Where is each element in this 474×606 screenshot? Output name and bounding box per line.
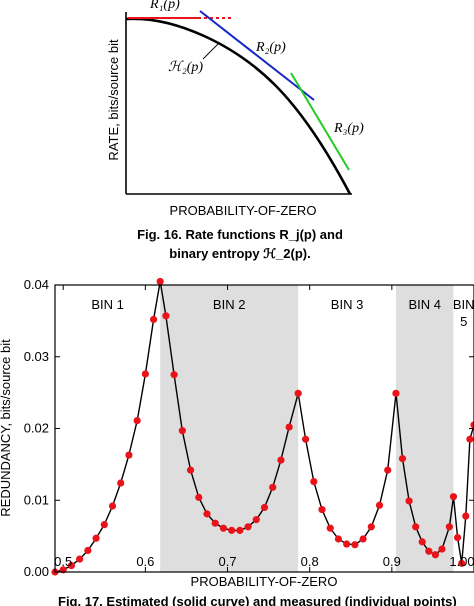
- measured-point: [384, 466, 392, 474]
- measured-point: [178, 427, 186, 435]
- fig16-ylabel: RATE, bits/source bit: [106, 39, 121, 161]
- measured-point: [343, 540, 351, 548]
- x-tick-label: 0.5: [54, 554, 72, 569]
- measured-point: [375, 501, 384, 509]
- y-tick-label: 0.01: [24, 492, 49, 507]
- measured-point: [84, 546, 92, 555]
- measured-point: [186, 466, 195, 474]
- measured-point: [228, 526, 236, 534]
- measured-point: [76, 555, 84, 563]
- fig16-h2-pointer: [202, 43, 219, 60]
- measured-point: [398, 455, 407, 463]
- measured-point: [462, 512, 470, 520]
- bin-label-5: BIN: [453, 297, 474, 312]
- fig16-caption-line1: Fig. 16. Rate functions R_j(p) and: [137, 227, 343, 242]
- measured-point: [351, 541, 359, 549]
- bin-label-5: 5: [460, 314, 467, 329]
- measured-point: [326, 524, 334, 532]
- fig16-r2-line: [199, 10, 315, 101]
- measured-point: [170, 371, 178, 379]
- measured-point: [244, 523, 252, 531]
- y-tick-label: 0.03: [24, 349, 49, 364]
- measured-point: [425, 547, 433, 555]
- measured-point: [458, 559, 466, 567]
- measured-point: [431, 551, 439, 559]
- bin-shade-4: [395, 285, 454, 572]
- measured-point: [301, 435, 310, 443]
- measured-point: [334, 535, 343, 543]
- measured-point: [418, 538, 426, 546]
- measured-point: [149, 315, 158, 324]
- measured-point: [367, 523, 375, 531]
- measured-point: [100, 521, 108, 529]
- fig17-bin-shading: [160, 285, 454, 572]
- measured-point: [211, 519, 219, 527]
- fig16-xlabel: PROBABILITY-OF-ZERO: [170, 203, 317, 218]
- fig16: R₁(p) R₂(p) R₃(p) ℋ₂(p) PROBABILITY-OF-Z…: [106, 0, 364, 261]
- fig17-xlabel: PROBABILITY-OF-ZERO: [191, 574, 338, 589]
- fig16-caption-line2: binary entropy ℋ_2(p).: [169, 246, 310, 261]
- measured-point: [269, 483, 277, 491]
- measured-point: [260, 503, 269, 512]
- measured-point: [470, 421, 474, 429]
- measured-point: [318, 505, 326, 514]
- fig17-caption: Fig. 17. Estimated (solid curve) and mea…: [58, 594, 457, 606]
- measured-point: [445, 523, 453, 531]
- measured-point: [310, 477, 318, 486]
- fig17-plot-frame: [54, 284, 474, 573]
- measured-point: [277, 456, 285, 464]
- measured-point: [285, 423, 293, 431]
- measured-point: [162, 312, 170, 320]
- y-tick-label: 0.00: [24, 564, 49, 579]
- fig16-label-r1: R₁(p): [149, 0, 180, 12]
- measured-point: [412, 523, 420, 531]
- measured-point: [203, 510, 211, 518]
- bin-label-3: BIN 3: [331, 297, 364, 312]
- measured-point: [125, 451, 133, 459]
- measured-point: [252, 516, 260, 524]
- x-tick-label: 0.9: [383, 554, 401, 569]
- fig17-bin-labels: BIN 1 BIN 2 BIN 3 BIN 4 BIN 5: [91, 297, 474, 329]
- y-tick-label: 0.04: [24, 277, 49, 292]
- bin-label-2: BIN 2: [213, 297, 246, 312]
- measured-point: [453, 533, 462, 542]
- bin-label-4: BIN 4: [408, 297, 441, 312]
- fig17-measured-points: [51, 277, 474, 576]
- measured-point: [359, 535, 367, 543]
- x-tick-label: 0.6: [136, 554, 154, 569]
- x-tick-label: 0.7: [218, 554, 236, 569]
- fig17-x-tick-labels: 0.5 0.6 0.7 0.8 0.9 1.00: [54, 554, 474, 569]
- measured-point: [117, 479, 125, 487]
- y-tick-label: 0.02: [24, 421, 49, 436]
- fig16-label-r3: R₃(p): [333, 121, 364, 136]
- measured-point: [219, 524, 228, 532]
- measured-point: [438, 545, 446, 553]
- fig17-ylabel: REDUNDANCY, bits/source bit: [0, 339, 13, 517]
- measured-point: [133, 417, 141, 425]
- x-tick-label: 0.8: [301, 554, 319, 569]
- measured-point: [405, 497, 413, 505]
- x-tick-label: 1.00: [449, 554, 474, 569]
- measured-point: [92, 534, 100, 542]
- measured-point: [141, 370, 149, 378]
- bin-label-1: BIN 1: [91, 297, 124, 312]
- fig16-label-r2: R₂(p): [255, 40, 286, 55]
- fig16-h2-curve: [125, 17, 352, 195]
- measured-point: [449, 493, 458, 501]
- measured-point: [466, 435, 474, 443]
- measured-point: [108, 502, 117, 510]
- measured-point: [67, 561, 76, 570]
- measured-point: [156, 277, 164, 286]
- measured-point: [392, 389, 400, 397]
- fig16-label-h2: ℋ₂(p): [168, 60, 203, 75]
- fig17: BIN 1 BIN 2 BIN 3 BIN 4 BIN 5 0.5 0.6 0.7 0.8 0.9…: [0, 277, 474, 606]
- fig17-y-tick-labels: 0.00 0.01 0.02 0.03 0.04: [24, 277, 49, 579]
- measured-point: [236, 526, 244, 534]
- fig16-r3-line: [290, 72, 350, 171]
- measured-point: [294, 389, 302, 397]
- measured-point: [195, 493, 203, 501]
